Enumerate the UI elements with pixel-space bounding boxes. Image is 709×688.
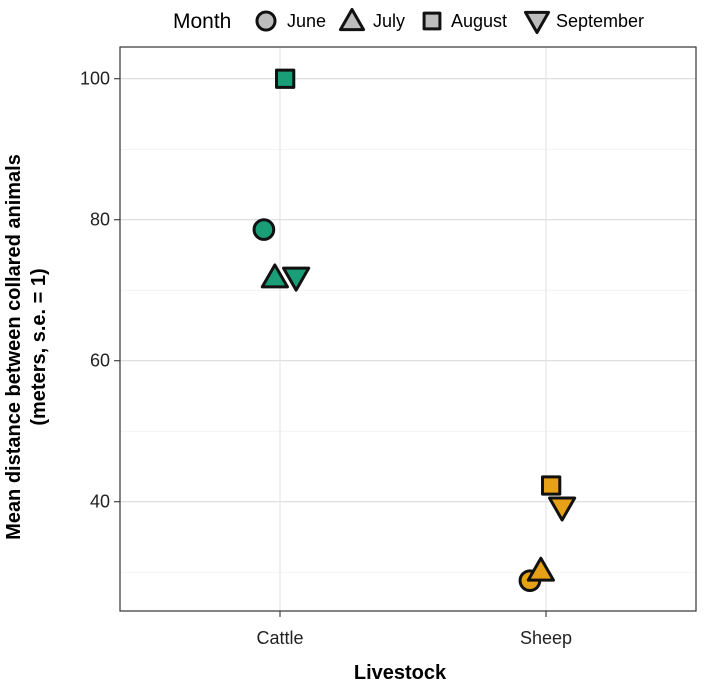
point-sheep-august <box>541 475 562 496</box>
data-points <box>252 68 577 593</box>
legend: Month June July August September <box>173 7 644 35</box>
legend-label-september: September <box>556 11 644 31</box>
plot-panel <box>119 46 697 612</box>
legend-label-june: June <box>287 11 326 31</box>
major-gridlines <box>120 47 696 611</box>
y-axis-title-line-1: Mean distance between collared animals <box>3 154 25 540</box>
point-sheep-july <box>526 556 555 582</box>
y-axis-title-line-2: (meters, s.e. = 1) <box>28 268 50 425</box>
point-cattle-september <box>282 266 311 292</box>
point-cattle-august <box>275 68 296 89</box>
legend-title: Month <box>173 10 231 33</box>
y-tick-label-60: 60 <box>90 351 110 371</box>
point-cattle-june <box>252 218 276 241</box>
point-sheep-september <box>548 496 577 522</box>
y-tick-labels: 40 60 80 100 <box>80 69 110 512</box>
axis-ticks <box>114 78 547 617</box>
x-tick-labels: Cattle Sheep <box>256 628 572 648</box>
x-axis-title: Livestock <box>354 662 447 684</box>
x-tick-label-sheep: Sheep <box>520 628 572 648</box>
point-cattle-july <box>260 263 289 289</box>
legend-label-august: August <box>451 11 507 31</box>
minor-gridlines <box>120 148 696 573</box>
y-tick-label-40: 40 <box>90 492 110 512</box>
legend-key-june <box>255 10 277 32</box>
y-tick-label-80: 80 <box>90 210 110 230</box>
legend-key-september <box>523 10 551 35</box>
x-tick-label-cattle: Cattle <box>256 628 303 648</box>
y-tick-label-100: 100 <box>80 69 110 89</box>
legend-key-july <box>338 7 366 32</box>
legend-key-august <box>422 11 442 31</box>
legend-label-july: July <box>373 11 405 31</box>
